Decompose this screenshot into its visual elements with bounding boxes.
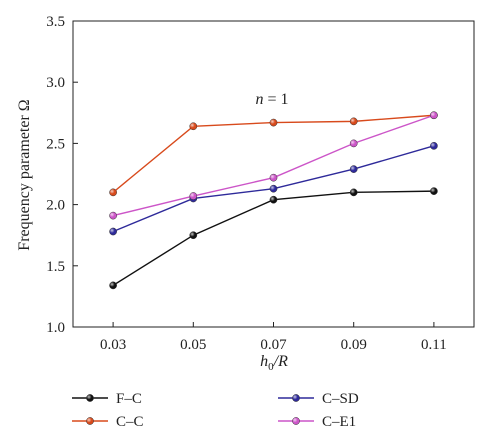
data-point-highlight bbox=[189, 192, 197, 200]
x-tick-label: 0.03 bbox=[100, 337, 126, 353]
legend-item: F–C bbox=[72, 391, 142, 407]
y-tick-label: 3.0 bbox=[46, 75, 65, 91]
y-tick-label: 2.5 bbox=[46, 136, 65, 152]
data-point-highlight bbox=[430, 142, 438, 150]
data-point-highlight bbox=[430, 111, 438, 119]
legend-marker-highlight bbox=[292, 417, 300, 425]
x-tick-label: 0.11 bbox=[421, 337, 447, 353]
legend-label: F–C bbox=[116, 391, 142, 407]
data-point-highlight bbox=[350, 117, 358, 125]
data-point-highlight bbox=[109, 212, 117, 220]
data-point-highlight bbox=[109, 188, 117, 196]
legend: F–C C–C C–SD C–E1 bbox=[72, 391, 359, 430]
data-point-highlight bbox=[269, 196, 278, 204]
legend-label: C–SD bbox=[322, 391, 359, 407]
legend-label: C–C bbox=[116, 414, 144, 430]
y-tick-label: 2.0 bbox=[46, 198, 65, 214]
series-line bbox=[112, 190, 434, 286]
legend-marker-highlight bbox=[86, 417, 94, 425]
data-point-highlight bbox=[109, 281, 117, 289]
series-1 bbox=[109, 111, 438, 197]
series-0 bbox=[109, 187, 438, 290]
legend-label: C–E1 bbox=[322, 414, 356, 430]
x-tick-label: 0.05 bbox=[180, 337, 206, 353]
data-point-highlight bbox=[269, 174, 278, 182]
y-axis-title: Frequency parameter Ω bbox=[16, 99, 33, 250]
y-tick-label: 3.5 bbox=[46, 14, 65, 30]
series-2 bbox=[109, 141, 438, 236]
x-tick-label: 0.09 bbox=[341, 337, 367, 353]
data-point-highlight bbox=[109, 227, 117, 236]
series-3 bbox=[109, 111, 438, 220]
y-axis: 1.0 1.5 2.0 2.5 3.0 3.5 bbox=[46, 14, 78, 336]
data-point-highlight bbox=[350, 139, 358, 147]
legend-item: C–SD bbox=[278, 391, 359, 407]
legend-item: C–E1 bbox=[278, 414, 356, 430]
x-tick-label: 0.07 bbox=[260, 337, 287, 353]
x-axis: 0.03 0.05 0.07 0.09 0.11 bbox=[100, 322, 447, 353]
series-group bbox=[109, 111, 438, 290]
x-axis-title: h0/R bbox=[260, 353, 288, 373]
data-point-highlight bbox=[430, 187, 438, 195]
data-point-highlight bbox=[269, 185, 278, 193]
annotation: n = 1 bbox=[255, 91, 288, 108]
legend-item: C–C bbox=[72, 414, 144, 430]
data-point-highlight bbox=[350, 188, 358, 196]
data-point-highlight bbox=[269, 118, 278, 127]
data-point-highlight bbox=[189, 122, 197, 130]
legend-marker-highlight bbox=[86, 394, 94, 402]
y-tick-label: 1.0 bbox=[46, 320, 65, 336]
y-tick-label: 1.5 bbox=[46, 259, 65, 275]
data-point-highlight bbox=[189, 231, 197, 239]
data-point-highlight bbox=[350, 165, 358, 173]
legend-marker-highlight bbox=[292, 394, 300, 402]
